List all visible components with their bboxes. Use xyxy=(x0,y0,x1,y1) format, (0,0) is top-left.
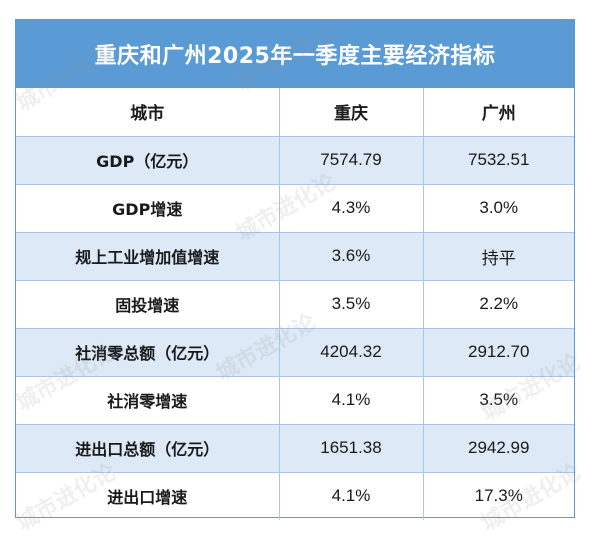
table-row: 进出口总额（亿元） 1651.38 2942.99 xyxy=(16,423,574,473)
chongqing-value: 4.1% xyxy=(278,471,424,520)
table-row: 规上工业增加值增速 3.6% 持平 xyxy=(16,231,574,281)
data-table: 城市 重庆 广州 GDP（亿元） 7574.79 7532.51 GDP增速 4… xyxy=(16,88,574,520)
table-row: GDP（亿元） 7574.79 7532.51 xyxy=(16,136,574,185)
table-row: 社消零总额（亿元） 4204.32 2912.70 xyxy=(16,327,574,377)
chongqing-value: 7574.79 xyxy=(278,136,424,185)
chongqing-value: 3.6% xyxy=(278,231,424,281)
indicator-table: 重庆和广州2025年一季度主要经济指标 城市 重庆 广州 GDP（亿元） 757… xyxy=(15,19,575,520)
guangzhou-value: 17.3% xyxy=(422,471,574,520)
guangzhou-value: 2942.99 xyxy=(422,423,574,473)
table-row: 社消零增速 4.1% 3.5% xyxy=(16,375,574,425)
table-row: 进出口增速 4.1% 17.3% xyxy=(16,471,574,520)
row-label: 社消零总额（亿元） xyxy=(16,327,280,377)
column-header-chongqing: 重庆 xyxy=(278,88,424,137)
table-title: 重庆和广州2025年一季度主要经济指标 xyxy=(16,20,574,88)
chongqing-value: 3.5% xyxy=(278,279,424,329)
row-label: 规上工业增加值增速 xyxy=(16,231,280,281)
table-row: 固投增速 3.5% 2.2% xyxy=(16,279,574,329)
chongqing-value: 4.3% xyxy=(278,183,424,233)
chongqing-value: 4.1% xyxy=(278,375,424,425)
row-label: 固投增速 xyxy=(16,279,280,329)
chongqing-value: 4204.32 xyxy=(278,327,424,377)
row-label: GDP增速 xyxy=(16,183,280,233)
row-label: 社消零增速 xyxy=(16,375,280,425)
guangzhou-value: 3.0% xyxy=(422,183,574,233)
chongqing-value: 1651.38 xyxy=(278,423,424,473)
guangzhou-value: 2912.70 xyxy=(422,327,574,377)
guangzhou-value: 7532.51 xyxy=(422,136,574,185)
column-header-guangzhou: 广州 xyxy=(422,88,574,137)
row-label: 进出口增速 xyxy=(16,471,280,520)
row-label: GDP（亿元） xyxy=(16,136,280,185)
column-header-city: 城市 xyxy=(16,88,280,137)
row-label: 进出口总额（亿元） xyxy=(16,423,280,473)
guangzhou-value: 持平 xyxy=(422,231,574,281)
table-row: GDP增速 4.3% 3.0% xyxy=(16,183,574,233)
guangzhou-value: 2.2% xyxy=(422,279,574,329)
guangzhou-value: 3.5% xyxy=(422,375,574,425)
header-row: 城市 重庆 广州 xyxy=(16,88,574,137)
